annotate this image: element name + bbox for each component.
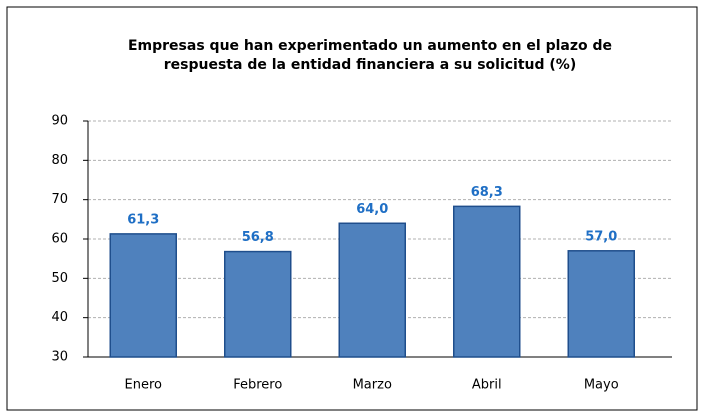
value-label: 56,8: [242, 230, 274, 245]
value-label: 64,0: [356, 202, 388, 217]
x-tick-label: Enero: [125, 378, 163, 393]
bar: [224, 250, 292, 358]
bar: [109, 233, 177, 358]
y-tick-label: 60: [51, 232, 68, 247]
y-tick-label: 40: [51, 310, 68, 325]
value-label: 68,3: [471, 185, 503, 200]
x-tick-label: Febrero: [233, 378, 282, 393]
x-tick-label: Mayo: [584, 378, 619, 393]
value-label: 61,3: [127, 212, 159, 227]
value-label: 57,0: [585, 229, 617, 244]
y-tick-label: 90: [51, 114, 68, 129]
bar: [567, 250, 635, 358]
chart-title: respuesta de la entidad financiera a su …: [164, 57, 577, 73]
chart-title: Empresas que han experimentado un aument…: [128, 38, 612, 54]
x-tick-label: Marzo: [353, 378, 392, 393]
y-tick-label: 30: [51, 350, 68, 365]
y-tick-label: 50: [51, 271, 68, 286]
bar: [338, 222, 406, 358]
y-tick-label: 70: [51, 192, 68, 207]
x-tick-label: Abril: [472, 378, 502, 393]
y-tick-label: 80: [51, 153, 68, 168]
bar: [453, 205, 521, 358]
